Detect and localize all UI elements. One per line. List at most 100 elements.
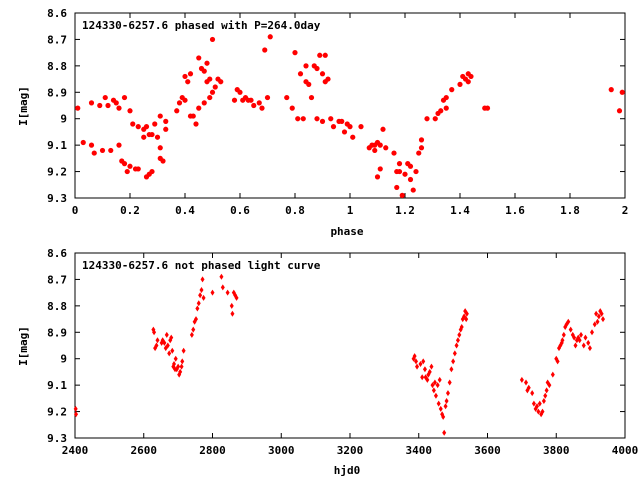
unphased-data-point	[421, 358, 426, 365]
unphased-data-point	[201, 294, 206, 301]
unphased-data-point	[412, 353, 417, 360]
unphased-x-tick-label: 2800	[199, 444, 226, 457]
unphased-data-point	[451, 358, 456, 365]
unphased-data-point	[555, 358, 560, 365]
phased-data-point	[308, 94, 315, 101]
unphased-data-point	[189, 331, 194, 338]
unphased-data-point	[526, 384, 531, 391]
unphased-data-point	[560, 337, 565, 344]
unphased-data-point	[433, 392, 438, 399]
phased-data-point	[187, 71, 194, 77]
unphased-data-point	[432, 379, 437, 386]
unphased-data-point	[180, 358, 185, 365]
unphased-data-point	[415, 363, 420, 370]
phased-data-point	[127, 163, 133, 169]
phased-data-point	[121, 94, 128, 101]
unphased-data-point	[418, 361, 423, 367]
unphased-data-point	[229, 302, 234, 309]
unphased-data-point	[540, 408, 545, 415]
phased-x-tick-label: 0.8	[285, 204, 305, 217]
unphased-data-point	[422, 366, 427, 373]
unphased-data-point	[587, 345, 592, 352]
phased-data-point	[325, 76, 331, 82]
phased-data-point	[407, 176, 414, 183]
unphased-x-tick-label: 2400	[62, 444, 89, 457]
phased-data-point	[105, 102, 111, 109]
phased-data-point	[212, 84, 218, 90]
phased-data-point	[127, 108, 133, 114]
phased-data-point	[416, 150, 422, 156]
unphased-data-point	[457, 331, 462, 338]
phased-data-point	[616, 108, 623, 114]
phased-data-point	[319, 71, 326, 77]
phased-y-tick-label: 8.7	[47, 33, 67, 46]
phased-data-point	[182, 97, 188, 103]
phased-data-point	[407, 163, 414, 169]
phased-data-point	[121, 161, 128, 167]
unphased-y-axis-title: I[mag]	[17, 326, 30, 366]
phased-data-point	[402, 171, 408, 177]
phased-x-tick-label: 0.2	[120, 204, 140, 217]
unphased-data-point	[601, 316, 605, 323]
unphased-data-point	[543, 392, 548, 399]
unphased-data-point	[583, 334, 588, 341]
unphased-data-point	[225, 289, 230, 296]
unphased-data-point	[230, 310, 235, 317]
phased-data-point	[297, 71, 304, 77]
phased-data-point	[264, 94, 271, 101]
unphased-data-point	[537, 400, 542, 407]
unphased-data-point	[179, 363, 184, 370]
phased-x-tick-label: 1.8	[560, 204, 580, 217]
phased-data-point	[141, 134, 147, 140]
phased-data-point	[163, 118, 169, 124]
phased-data-point	[88, 142, 95, 148]
phased-data-point	[99, 147, 106, 154]
phased-data-point	[108, 147, 114, 154]
phased-data-point	[201, 68, 207, 74]
unphased-data-point	[220, 284, 225, 291]
phased-data-point	[468, 73, 474, 80]
unphased-x-tick-label: 3600	[474, 444, 501, 457]
unphased-data-point	[198, 292, 203, 299]
unphased-x-ticks: 2400 2600 2800 3000 3200 3400 3600 3800 4000	[62, 253, 638, 457]
unphased-data-point	[436, 400, 441, 407]
unphased-data-point	[176, 363, 181, 370]
phased-data-point	[418, 137, 425, 143]
phased-data-point	[251, 102, 257, 109]
phased-y-tick-label: 8.9	[47, 86, 67, 99]
phased-data-point	[88, 100, 95, 106]
phased-x-tick-label: 0.4	[175, 204, 195, 217]
unphased-data-point	[164, 331, 169, 338]
unphased-data-point	[544, 387, 549, 394]
unphased-data-point	[566, 318, 571, 325]
phased-data-point	[377, 142, 383, 148]
phased-data-point	[135, 124, 141, 130]
unphased-data-point	[425, 376, 430, 383]
phased-data-point	[204, 60, 210, 66]
phased-data-point	[196, 105, 202, 111]
phased-data-point	[374, 174, 381, 180]
unphased-data-point	[427, 368, 432, 375]
unphased-data-point	[596, 313, 601, 320]
phased-data-point	[91, 150, 97, 156]
phased-data-point	[182, 73, 188, 80]
phased-data-point	[160, 158, 166, 164]
unphased-y-tick-label: 9.1	[47, 379, 67, 392]
phased-panel: 124330-6257.6 phased with P=264.0day pha…	[17, 7, 628, 238]
unphased-data-point	[219, 273, 224, 280]
phased-data-point	[284, 94, 290, 101]
unphased-data-point	[568, 326, 573, 333]
phased-y-tick-label: 8.6	[47, 7, 67, 20]
phased-data-point	[130, 121, 136, 127]
phased-data-point	[377, 166, 383, 172]
phased-data-point	[262, 47, 268, 53]
phased-data-point	[424, 116, 430, 122]
phased-data-point	[314, 65, 320, 72]
unphased-data-point	[547, 382, 552, 389]
unphased-data-point	[165, 342, 170, 349]
phased-data-point	[157, 113, 163, 119]
phased-data-point	[319, 118, 326, 124]
unphased-data-point	[595, 318, 600, 325]
phased-data-point	[383, 145, 389, 151]
phased-data-point	[196, 55, 202, 61]
